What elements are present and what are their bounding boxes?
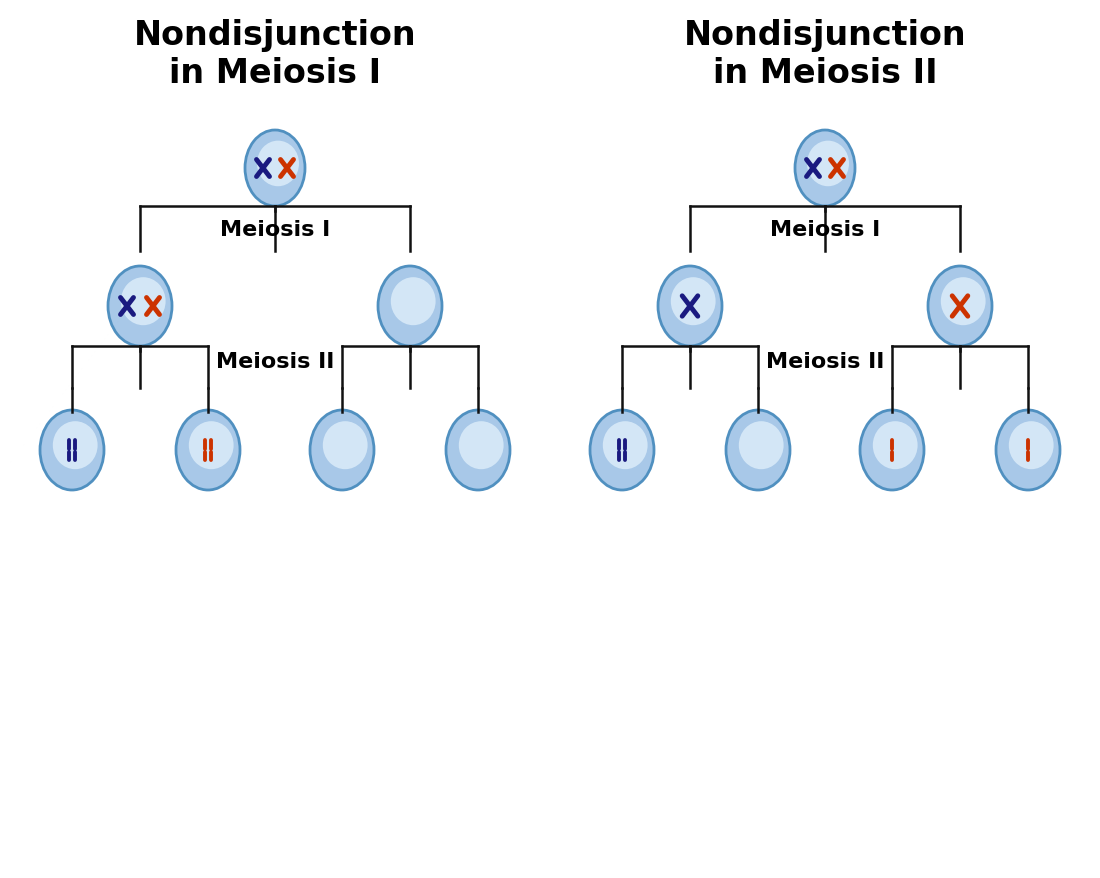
Ellipse shape xyxy=(446,411,510,491)
Text: Nondisjunction
in Meiosis II: Nondisjunction in Meiosis II xyxy=(684,19,966,90)
Text: Meiosis II: Meiosis II xyxy=(216,351,334,371)
Text: Nondisjunction
in Meiosis I: Nondisjunction in Meiosis I xyxy=(134,19,416,90)
Ellipse shape xyxy=(795,131,855,206)
Ellipse shape xyxy=(40,411,104,491)
Ellipse shape xyxy=(176,411,240,491)
Ellipse shape xyxy=(726,411,790,491)
Ellipse shape xyxy=(940,277,986,326)
Ellipse shape xyxy=(390,277,436,326)
Ellipse shape xyxy=(872,421,917,470)
Ellipse shape xyxy=(257,141,299,187)
Ellipse shape xyxy=(658,267,722,347)
Ellipse shape xyxy=(189,421,233,470)
Ellipse shape xyxy=(245,131,305,206)
Ellipse shape xyxy=(860,411,924,491)
Ellipse shape xyxy=(310,411,374,491)
Ellipse shape xyxy=(928,267,992,347)
Text: Meiosis II: Meiosis II xyxy=(766,351,884,371)
Ellipse shape xyxy=(322,421,367,470)
Ellipse shape xyxy=(739,421,783,470)
Text: Meiosis I: Meiosis I xyxy=(220,220,330,239)
Ellipse shape xyxy=(603,421,648,470)
Ellipse shape xyxy=(459,421,504,470)
Ellipse shape xyxy=(807,141,849,187)
Ellipse shape xyxy=(590,411,654,491)
Ellipse shape xyxy=(671,277,716,326)
Text: Meiosis I: Meiosis I xyxy=(770,220,880,239)
Ellipse shape xyxy=(378,267,442,347)
Ellipse shape xyxy=(1009,421,1054,470)
Ellipse shape xyxy=(121,277,166,326)
Ellipse shape xyxy=(996,411,1060,491)
Ellipse shape xyxy=(108,267,172,347)
Ellipse shape xyxy=(53,421,98,470)
